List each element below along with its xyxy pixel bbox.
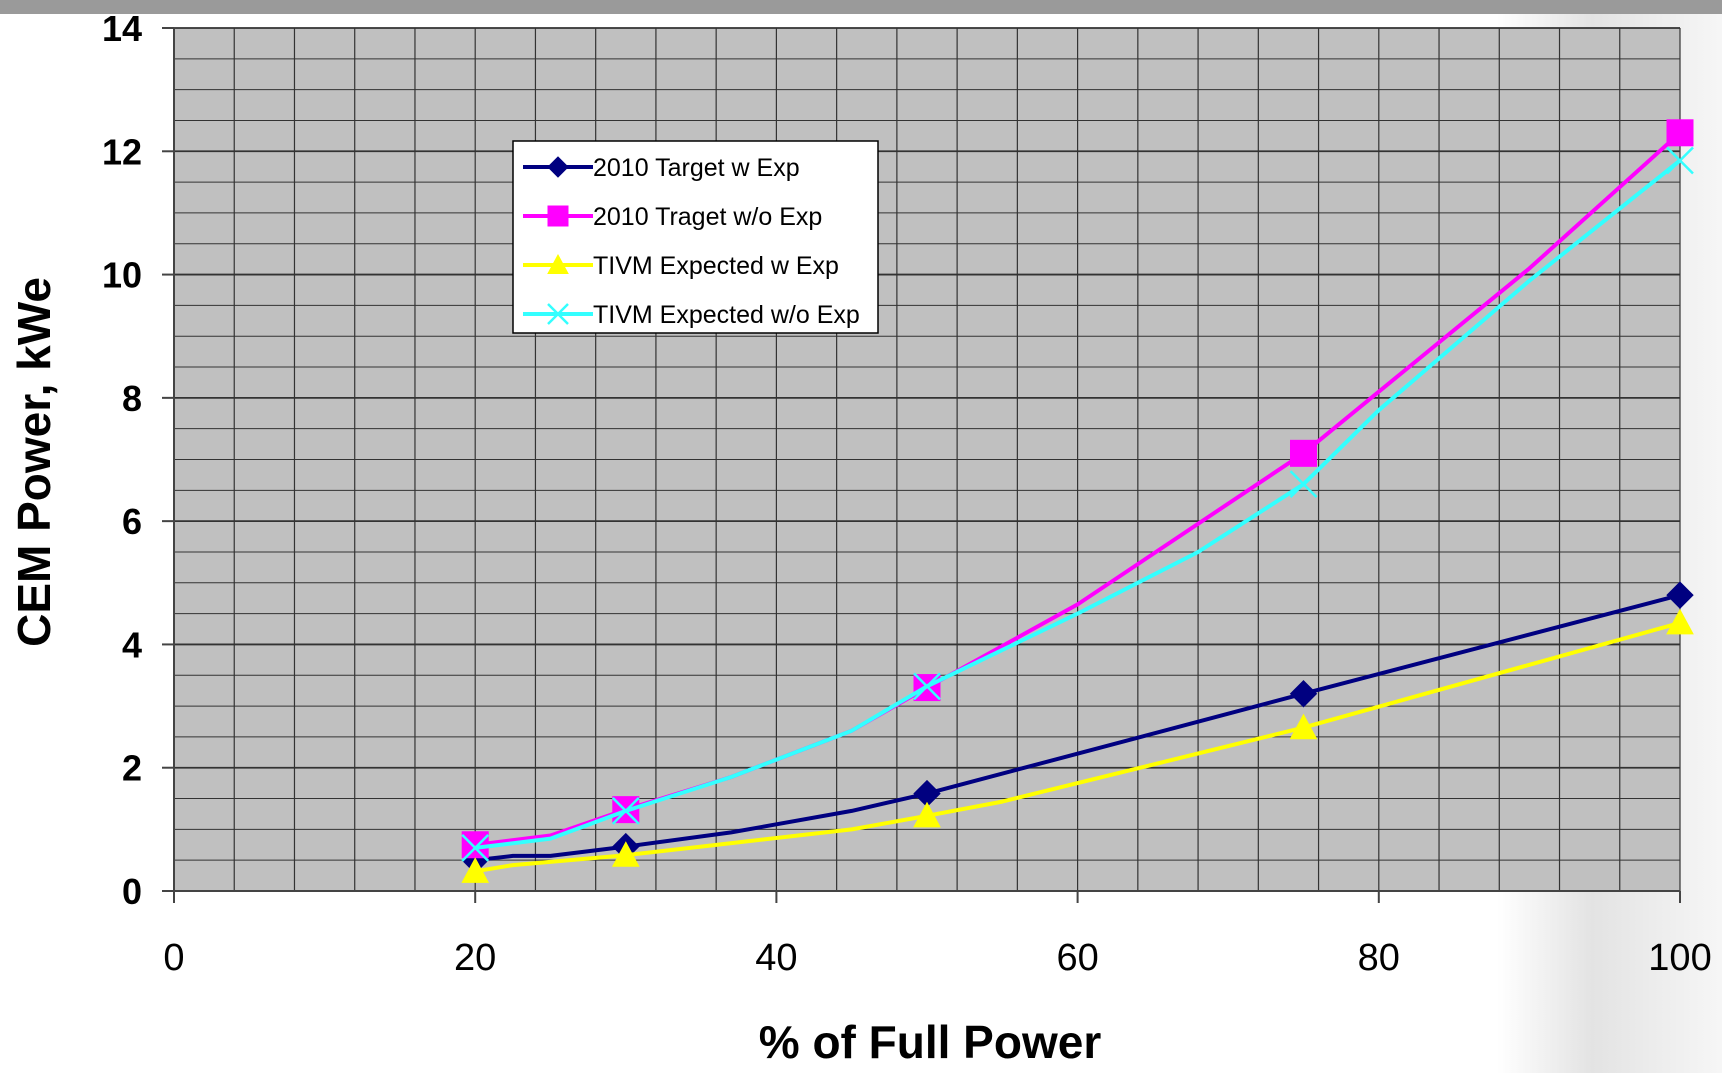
x-tick-label: 80 xyxy=(1358,937,1400,979)
series-group xyxy=(461,608,1694,883)
y-tick-label: 2 xyxy=(122,748,142,789)
y-tick-label: 6 xyxy=(122,501,142,542)
slide-top-band xyxy=(0,0,1722,14)
series-line xyxy=(474,593,1681,863)
x-tick-label: 100 xyxy=(1648,937,1711,979)
series-marker xyxy=(461,857,490,883)
legend-label: TIVM Expected w Exp xyxy=(593,252,839,280)
series-marker xyxy=(611,796,640,825)
y-tick-label: 14 xyxy=(102,8,142,49)
series-marker xyxy=(913,801,941,828)
series-marker xyxy=(1289,713,1318,740)
plot-layer xyxy=(173,27,1681,892)
series-marker xyxy=(1666,608,1694,635)
series-marker-stroke xyxy=(913,672,941,701)
x-tick-label: 60 xyxy=(1056,937,1098,979)
series-line xyxy=(474,620,1681,874)
series-group xyxy=(461,146,1694,862)
series-marker xyxy=(1666,146,1694,175)
y-tick-label: 10 xyxy=(102,255,142,296)
legend-label: 2010 Traget w/o Exp xyxy=(593,203,822,231)
legend-label: TIVM Expected w/o Exp xyxy=(593,301,860,329)
series-marker-stroke xyxy=(1289,470,1318,499)
series-marker xyxy=(1290,439,1317,467)
series-marker xyxy=(547,205,569,227)
series-marker-stroke xyxy=(1666,146,1694,175)
series-marker xyxy=(1289,680,1318,708)
series-marker-stroke xyxy=(547,303,569,325)
x-tick-label: 40 xyxy=(755,937,797,979)
legend-label: 2010 Target w Exp xyxy=(593,154,800,182)
series-marker xyxy=(611,841,640,867)
series-marker xyxy=(461,833,490,862)
x-axis-title: % of Full Power xyxy=(759,1016,1102,1068)
series-marker-stroke xyxy=(461,833,490,862)
x-tick-label: 0 xyxy=(163,937,184,979)
y-tick-label: 0 xyxy=(122,871,142,912)
y-tick-label: 8 xyxy=(122,378,142,419)
legend: 2010 Target w Exp 2010 Traget w/o Exp TIVM… xyxy=(512,140,879,334)
y-axis-title: CEM Power, kWe xyxy=(8,277,60,647)
legend-box xyxy=(512,140,879,334)
series-marker xyxy=(547,253,569,274)
series-marker xyxy=(913,672,941,701)
y-tick-label: 12 xyxy=(102,131,142,172)
series-group xyxy=(461,581,1694,874)
y-tick-label: 4 xyxy=(122,624,142,665)
series-marker xyxy=(1289,470,1318,499)
axis-layer: 0 20 40 60 80 100 0 2 4 6 8 10 12 14 xyxy=(102,8,1712,979)
series-layer xyxy=(461,119,1694,883)
series-line xyxy=(474,158,1682,850)
series-marker xyxy=(547,303,569,325)
series-marker xyxy=(1666,119,1694,147)
series-marker-stroke xyxy=(611,796,640,825)
x-tick-label: 20 xyxy=(454,937,496,979)
series-marker xyxy=(1666,581,1694,609)
series-marker xyxy=(547,156,569,178)
